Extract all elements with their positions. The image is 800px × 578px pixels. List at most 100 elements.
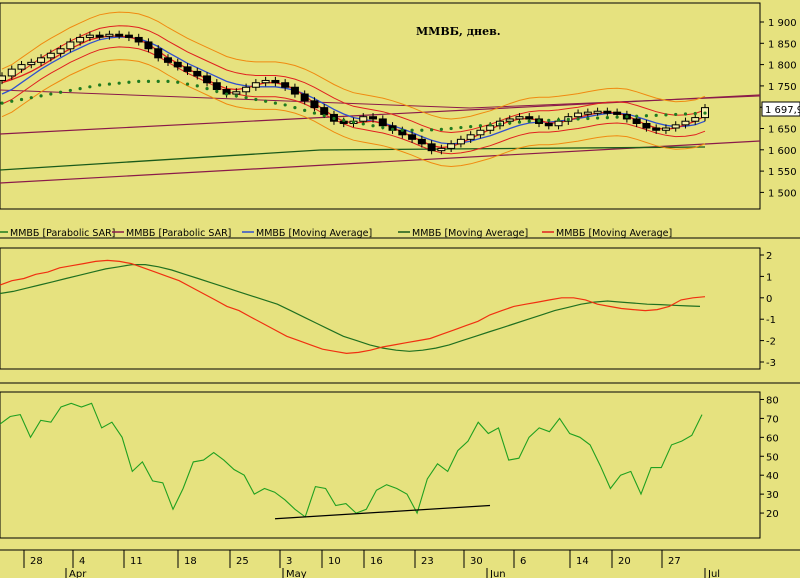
time-axis-label: 6 bbox=[520, 556, 526, 567]
candle-body bbox=[691, 117, 700, 122]
legend: ММВБ [Parabolic SAR] ММВБ [Parabolic SAR]… bbox=[0, 228, 672, 239]
candle-body bbox=[437, 147, 446, 152]
sar-dot bbox=[449, 126, 453, 131]
oscillator-panel bbox=[0, 247, 761, 370]
sar-dot bbox=[488, 123, 492, 127]
sar-dot bbox=[644, 114, 649, 118]
sar-dot bbox=[381, 125, 385, 130]
candle-body bbox=[0, 75, 6, 81]
candle-body bbox=[593, 110, 602, 114]
legend-entry: ММВБ [Moving Average] bbox=[256, 228, 372, 239]
sar-dot bbox=[293, 106, 297, 110]
sar-dot bbox=[156, 79, 160, 83]
candle-body bbox=[27, 61, 36, 66]
sar-dot bbox=[283, 103, 287, 107]
sar-dot bbox=[0, 101, 4, 105]
candle-body bbox=[105, 33, 114, 37]
sar-dot bbox=[98, 83, 102, 87]
rsi-axis-label: 50 bbox=[766, 452, 779, 463]
candle-body bbox=[408, 134, 417, 140]
rsi-panel bbox=[0, 391, 761, 539]
time-axis-label: 16 bbox=[370, 556, 383, 567]
sar-dot bbox=[595, 116, 600, 120]
sar-dot bbox=[420, 128, 424, 132]
oscillator-axis-label: -2 bbox=[766, 337, 776, 348]
candle-body bbox=[583, 111, 592, 115]
rsi-axis-label: 80 bbox=[766, 395, 779, 406]
legend-entry: ММВБ [Parabolic SAR] bbox=[126, 228, 231, 239]
candle-body bbox=[37, 57, 46, 63]
time-axis-label: 30 bbox=[470, 556, 483, 567]
sar-dot bbox=[537, 119, 541, 123]
sar-dot bbox=[176, 80, 180, 84]
lower-band-line bbox=[1, 46, 706, 155]
candle-body bbox=[95, 34, 104, 38]
candle-body bbox=[476, 129, 485, 136]
upper-band-line bbox=[1, 25, 706, 134]
price-panel bbox=[0, 2, 761, 210]
price-axis-label: 1 900 bbox=[768, 18, 797, 29]
sar-dot bbox=[674, 112, 678, 117]
oscillator-axis-label: -1 bbox=[766, 315, 776, 326]
rsi-line bbox=[0, 402, 703, 518]
sar-dot bbox=[312, 111, 317, 115]
candle-body bbox=[574, 112, 583, 118]
month-label: Jul bbox=[707, 569, 720, 578]
sar-dot bbox=[234, 94, 238, 98]
sar-dot bbox=[547, 118, 551, 122]
candle-body bbox=[320, 107, 329, 115]
candle-body bbox=[369, 116, 378, 120]
price-axis-label: 1 750 bbox=[768, 82, 797, 93]
candle-body bbox=[427, 143, 436, 152]
sar-dot bbox=[215, 89, 219, 93]
trend-line bbox=[0, 89, 471, 109]
axis-layer: 28 4 11 18 25 3 10 16 23 30 6 14 20 27 Apr May Jun Jul bbox=[23, 550, 720, 578]
candle-body bbox=[652, 127, 661, 131]
sar-dot bbox=[78, 87, 82, 91]
sar-dot bbox=[107, 82, 112, 86]
sar-dot bbox=[39, 94, 43, 98]
price-axis-label: 1 650 bbox=[768, 125, 797, 136]
sar-dot bbox=[58, 90, 63, 94]
candle-body bbox=[544, 122, 553, 127]
sar-dot bbox=[430, 128, 434, 132]
time-axis-label: 28 bbox=[30, 556, 43, 567]
sar-dot bbox=[342, 118, 346, 122]
sar-dot bbox=[459, 125, 463, 130]
sar-dot bbox=[615, 115, 619, 119]
sar-dot bbox=[19, 97, 24, 102]
legend-entry: ММВБ [Moving Average] bbox=[556, 228, 672, 239]
price-axis-label: 1 500 bbox=[768, 188, 797, 199]
time-axis-label: 23 bbox=[421, 556, 434, 567]
candle-body bbox=[515, 116, 524, 120]
sar-dot bbox=[195, 84, 199, 88]
sar-dot bbox=[371, 124, 375, 128]
candle-body bbox=[124, 34, 133, 38]
candle-body bbox=[183, 66, 192, 72]
sar-dot bbox=[556, 118, 561, 122]
candle-body bbox=[417, 138, 426, 145]
oscillator-main-line bbox=[0, 259, 706, 355]
candle-body bbox=[251, 82, 260, 88]
slow-average-line bbox=[0, 149, 321, 171]
candle-body bbox=[603, 110, 612, 114]
sar-dot bbox=[625, 115, 629, 119]
sar-dot bbox=[303, 108, 307, 112]
sar-dot bbox=[322, 114, 326, 118]
candle-body bbox=[271, 79, 280, 84]
sar-dot bbox=[244, 96, 248, 100]
oscillator-axis-label: 1 bbox=[766, 272, 772, 283]
oscillator-axis-label: 2 bbox=[766, 251, 772, 262]
sar-dot bbox=[332, 116, 336, 121]
rsi-trend-line bbox=[274, 504, 491, 520]
rsi-axis-label: 60 bbox=[766, 433, 779, 444]
candle-body bbox=[359, 116, 368, 122]
price-axis-label: 1 600 bbox=[768, 146, 797, 157]
sar-dot bbox=[146, 79, 151, 83]
sar-dot bbox=[410, 128, 414, 132]
price-axis-label: 1 850 bbox=[768, 39, 797, 50]
time-axis-label: 18 bbox=[184, 556, 197, 567]
candle-body bbox=[261, 79, 270, 84]
sar-dot bbox=[586, 116, 590, 121]
sar-dot bbox=[664, 113, 668, 117]
